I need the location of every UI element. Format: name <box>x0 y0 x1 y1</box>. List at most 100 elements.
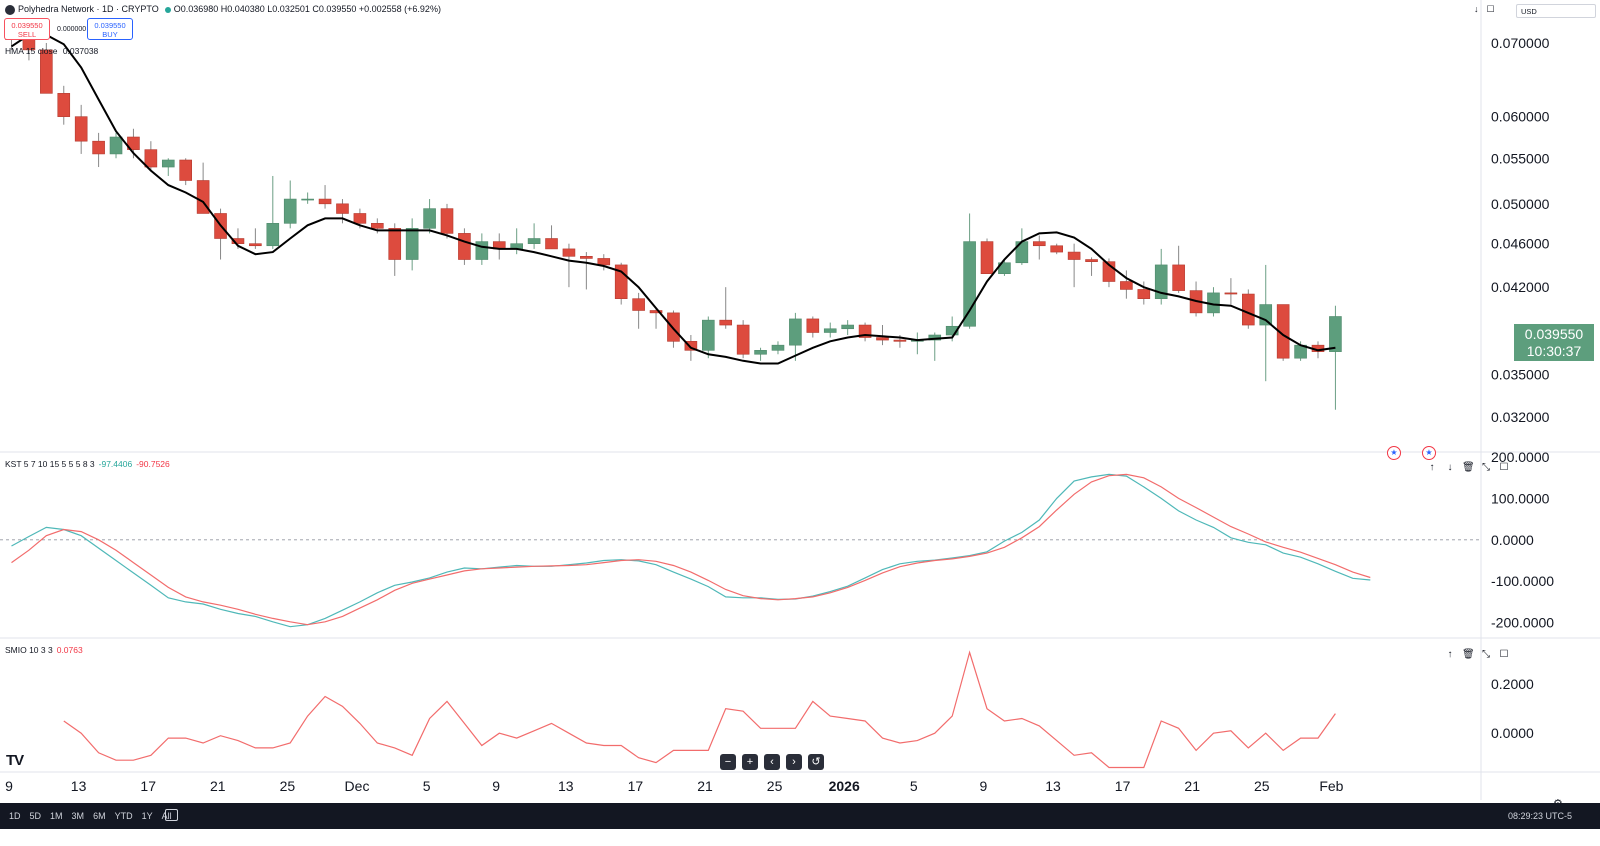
maximize-icon[interactable]: ☐ <box>1499 462 1509 473</box>
bearish-candle <box>1050 243 1063 255</box>
candle-body <box>1154 264 1168 299</box>
clock[interactable]: 08:29:23 UTC-5 <box>1507 811 1572 821</box>
bearish-candle <box>649 308 663 329</box>
collapse-icon[interactable]: ⤡ <box>1482 649 1490 660</box>
candle-body <box>754 350 767 355</box>
tradingview-logo[interactable]: TV <box>6 752 24 769</box>
candle-body <box>371 223 384 229</box>
main-pane-controls: ↓ ☐ <box>1474 4 1495 15</box>
delete-icon[interactable]: 🗑 <box>1462 649 1475 660</box>
bullish-candle <box>1154 248 1168 305</box>
price-tick-label: 0.042000 <box>1491 279 1550 295</box>
smio-legend[interactable]: SMIO 10 3 3 0.0763 <box>5 645 83 655</box>
currency-selector[interactable]: USD <box>1516 4 1596 18</box>
hma-label: HMA 15 close <box>5 46 58 56</box>
scroll-left-button[interactable]: ‹ <box>764 754 780 770</box>
scroll-right-button[interactable]: › <box>786 754 802 770</box>
bearish-candle <box>57 85 71 125</box>
range-button[interactable]: All <box>161 811 172 821</box>
sell-label: SELL <box>17 30 37 39</box>
bullish-candle <box>701 316 715 359</box>
time-tick-label: 17 <box>140 778 156 794</box>
hma-legend[interactable]: HMA 15 close 0.037038 <box>5 46 98 56</box>
bearish-candle <box>562 243 576 288</box>
candle-body <box>719 319 733 326</box>
candle-body <box>249 243 262 247</box>
collapse-icon[interactable]: ⤡ <box>1482 462 1490 473</box>
buy-button[interactable]: 0.039550 BUY <box>87 18 133 40</box>
candle-body <box>1276 304 1290 359</box>
candle-body <box>74 116 88 142</box>
move-up-icon[interactable]: ↑ <box>1429 462 1435 473</box>
bearish-candle <box>580 252 593 290</box>
bearish-candle <box>614 262 628 305</box>
zoom-out-button[interactable]: − <box>720 754 736 770</box>
sell-button[interactable]: 0.039550 SELL <box>4 18 50 40</box>
kst-value: -97.4406 <box>98 459 133 469</box>
calendar-icon[interactable] <box>165 809 178 821</box>
range-button[interactable]: 1D <box>9 811 21 821</box>
last-price: 0.039550 <box>1524 326 1584 342</box>
candle-body <box>980 241 994 274</box>
bearish-candle <box>179 158 192 186</box>
candle-body <box>841 324 854 330</box>
kst-legend[interactable]: KST 5 7 10 15 5 5 5 8 3 -97.4406 -90.7526 <box>5 459 170 469</box>
range-button[interactable]: 3M <box>71 811 85 821</box>
kst-tick-label: 100.0000 <box>1491 490 1550 506</box>
candle-body <box>1259 304 1273 326</box>
bearish-candle <box>719 287 733 329</box>
move-up-icon[interactable]: ↑ <box>1447 649 1453 660</box>
bearish-candle <box>196 162 210 214</box>
candle-body <box>527 238 541 244</box>
zoom-in-button[interactable]: + <box>742 754 758 770</box>
candle-body <box>231 238 245 244</box>
bullish-candle <box>423 199 436 234</box>
candle-body <box>40 49 53 94</box>
chart-nav-buttons: − + ‹ › ↺ <box>720 754 824 770</box>
bullish-candle <box>754 347 767 361</box>
kst-pane-controls: ↑ ↓ 🗑 ⤡ ☐ <box>1426 462 1510 473</box>
reset-chart-button[interactable]: ↺ <box>808 754 824 770</box>
range-button[interactable]: YTD <box>114 811 133 821</box>
bar-countdown: 10:30:37 <box>1526 343 1582 359</box>
sell-price: 0.039550 <box>11 21 43 30</box>
delete-icon[interactable]: 🗑 <box>1462 462 1475 473</box>
bullish-candle <box>911 332 924 355</box>
us-flag-icon[interactable]: ★ <box>1422 446 1436 460</box>
range-button[interactable]: 1M <box>50 811 63 821</box>
range-button[interactable]: 5D <box>29 811 42 821</box>
maximize-icon[interactable]: ☐ <box>1486 4 1495 14</box>
bullish-candle <box>1207 287 1220 317</box>
candle-body <box>945 325 959 336</box>
candle-body <box>649 310 663 314</box>
range-button[interactable]: 1Y <box>141 811 153 821</box>
us-flag-icon[interactable]: ★ <box>1387 446 1401 460</box>
candle-body <box>161 159 175 168</box>
candle-body <box>92 140 105 155</box>
symbol-title[interactable]: Polyhedra Network · 1D · CRYPTO <box>18 4 159 14</box>
price-tick-label: 0.055000 <box>1491 150 1550 166</box>
candle-body <box>179 159 192 181</box>
bearish-candle <box>1032 235 1046 260</box>
arrow-down-icon[interactable]: ↓ <box>1474 4 1479 14</box>
time-tick-label: 13 <box>71 778 87 794</box>
time-tick-label: 21 <box>697 778 713 794</box>
candle-body <box>545 238 558 250</box>
maximize-icon[interactable]: ☐ <box>1499 649 1509 660</box>
bearish-candle <box>40 42 53 94</box>
bottom-toolbar: 1D 5D 1M 3M 6M YTD 1Y All 08:29:23 UTC-5 <box>0 803 1600 829</box>
price-tick-label: 0.060000 <box>1491 109 1550 125</box>
candle-body <box>458 233 471 260</box>
bearish-candle <box>458 228 471 265</box>
move-down-icon[interactable]: ↓ <box>1447 462 1453 473</box>
bearish-candle <box>440 203 454 239</box>
price-tick-label: 0.046000 <box>1491 236 1550 252</box>
smio-tick-label: 0.0000 <box>1491 725 1534 741</box>
smio-pane-controls: ↑ 🗑 ⤡ ☐ <box>1444 649 1510 660</box>
time-tick-label: 25 <box>767 778 783 794</box>
candle-body <box>806 318 820 333</box>
range-button[interactable]: 6M <box>93 811 106 821</box>
time-tick-label: 17 <box>628 778 644 794</box>
time-tick-label: 13 <box>558 778 574 794</box>
